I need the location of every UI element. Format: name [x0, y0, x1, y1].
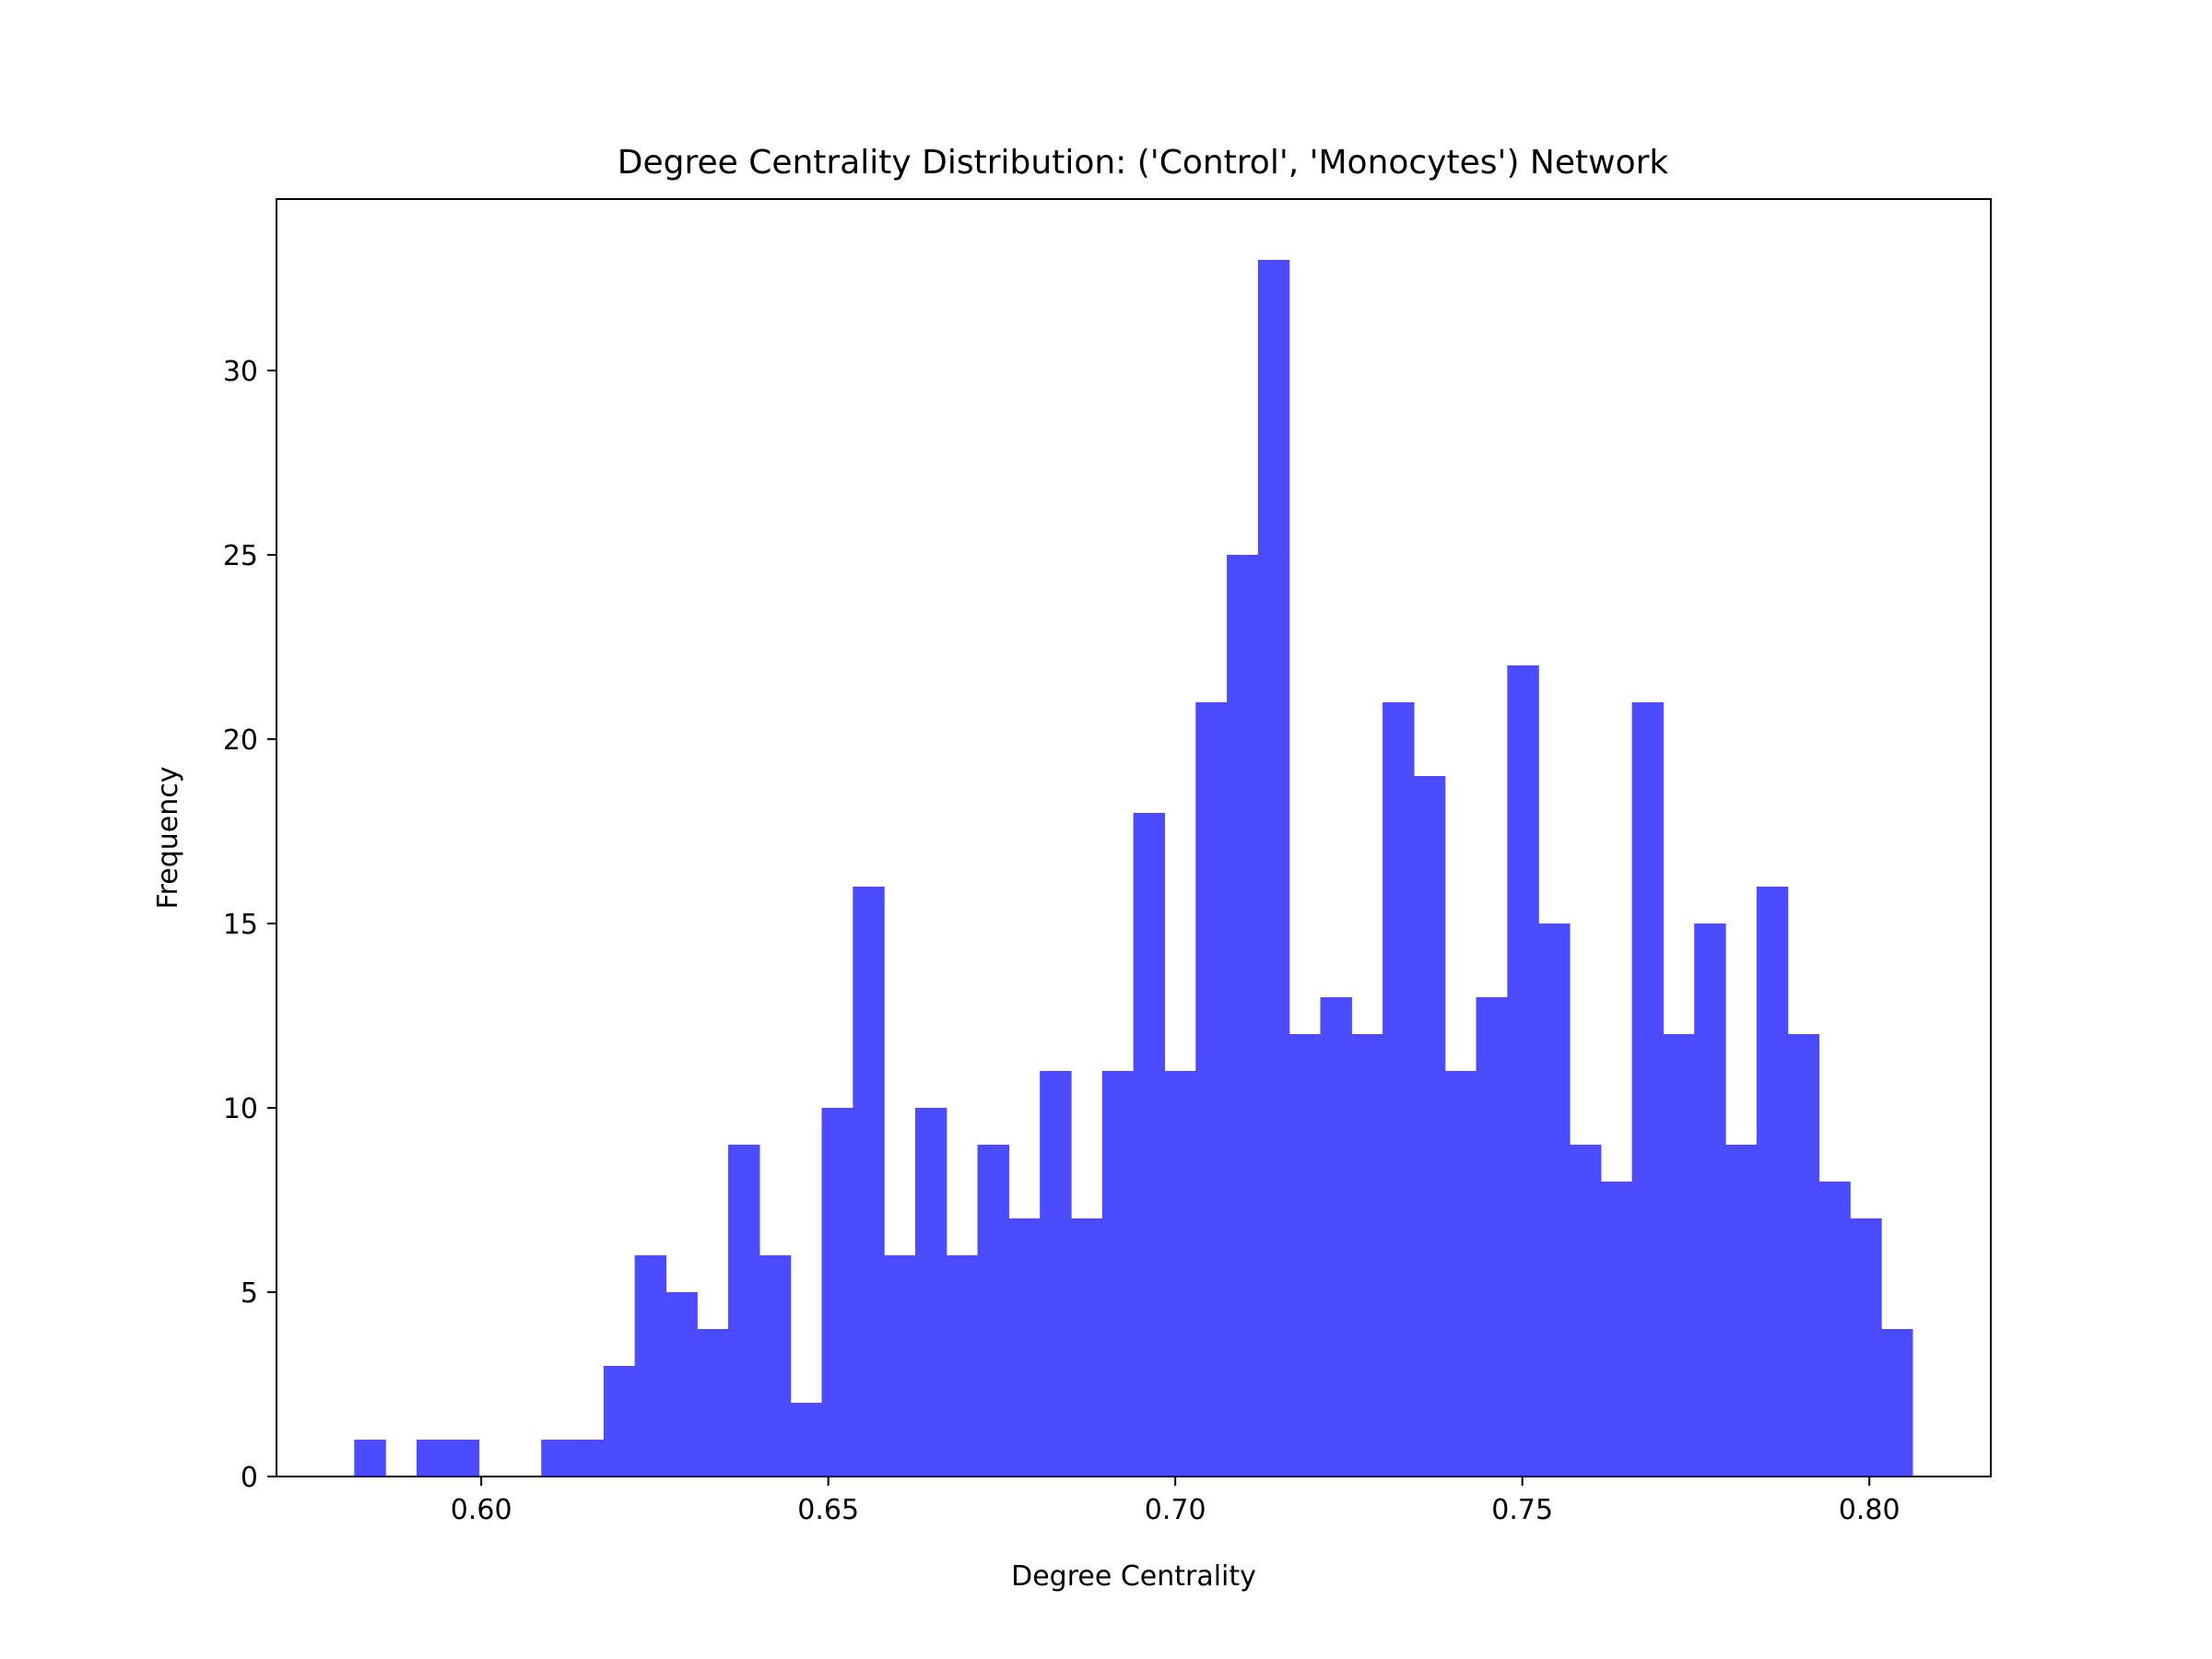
histogram-bar [665, 1292, 698, 1477]
y-axis-label: Frequency [152, 767, 184, 910]
histogram-bar [884, 1255, 916, 1477]
histogram-bar [1413, 776, 1446, 1477]
histogram-bar [1600, 1182, 1633, 1477]
y-tick-label: 5 [241, 1277, 258, 1310]
histogram-bar [1850, 1218, 1882, 1477]
histogram-bar [541, 1440, 573, 1477]
histogram-bar [946, 1255, 979, 1477]
histogram-bar [914, 1108, 947, 1477]
histogram-bar [416, 1440, 449, 1477]
x-tick-label: 0.80 [1839, 1494, 1900, 1526]
histogram-bar [1725, 1145, 1758, 1477]
histogram-bars [354, 260, 1913, 1477]
histogram-bar [1227, 555, 1259, 1477]
x-axis: 0.60 0.65 0.70 0.75 0.80 [451, 1477, 1900, 1526]
y-tick-label: 20 [223, 724, 258, 757]
histogram-bar [1631, 702, 1665, 1477]
histogram-bar [354, 1440, 386, 1477]
histogram-bar [603, 1366, 636, 1477]
histogram-bar [1507, 665, 1539, 1477]
histogram-bar [634, 1255, 667, 1477]
histogram-bar [1195, 702, 1228, 1477]
histogram-bar [1320, 997, 1352, 1477]
x-tick-label: 0.70 [1145, 1494, 1206, 1526]
y-tick-label: 15 [223, 909, 258, 941]
y-tick-label: 10 [223, 1093, 258, 1125]
histogram-bar [1257, 260, 1290, 1477]
histogram-bar [1569, 1145, 1602, 1477]
histogram-bar [1101, 1071, 1135, 1477]
histogram-bar [1476, 997, 1508, 1477]
chart-title: Degree Centrality Distribution: ('Contro… [618, 144, 1669, 182]
histogram-bar [1881, 1329, 1913, 1477]
histogram-bar [821, 1108, 853, 1477]
histogram-bar [1164, 1071, 1196, 1477]
y-tick-label: 25 [223, 540, 258, 572]
histogram-bar [853, 887, 885, 1477]
histogram-bar [728, 1145, 760, 1477]
histogram-bar [1133, 813, 1166, 1477]
x-tick-label: 0.65 [797, 1494, 859, 1526]
histogram-bar [790, 1403, 823, 1477]
histogram-bar [1787, 1034, 1820, 1477]
histogram-bar [1382, 702, 1415, 1477]
x-tick-label: 0.75 [1491, 1494, 1553, 1526]
histogram-bar [1444, 1071, 1477, 1477]
histogram-bar [1538, 924, 1571, 1477]
histogram-bar [759, 1255, 792, 1477]
histogram-bar [1288, 1034, 1322, 1477]
x-axis-label: Degree Centrality [1011, 1560, 1256, 1593]
histogram-bar [1818, 1182, 1851, 1477]
histogram-bar [1351, 1034, 1383, 1477]
histogram-bar [1008, 1218, 1041, 1477]
histogram-bar [1756, 887, 1789, 1477]
y-tick-label: 0 [241, 1462, 258, 1494]
y-axis: 0 5 10 15 20 25 30 [223, 356, 276, 1494]
histogram-bar [977, 1145, 1009, 1477]
histogram-bar [1663, 1034, 1695, 1477]
histogram-bar [1071, 1218, 1103, 1477]
histogram-bar [1040, 1071, 1072, 1477]
y-tick-label: 30 [223, 356, 258, 388]
histogram-bar [1694, 924, 1726, 1477]
histogram-bar [572, 1440, 605, 1477]
plot-frame [276, 198, 1992, 1477]
histogram-bar [697, 1329, 729, 1477]
x-tick-label: 0.60 [451, 1494, 512, 1526]
histogram-bar [447, 1440, 480, 1477]
